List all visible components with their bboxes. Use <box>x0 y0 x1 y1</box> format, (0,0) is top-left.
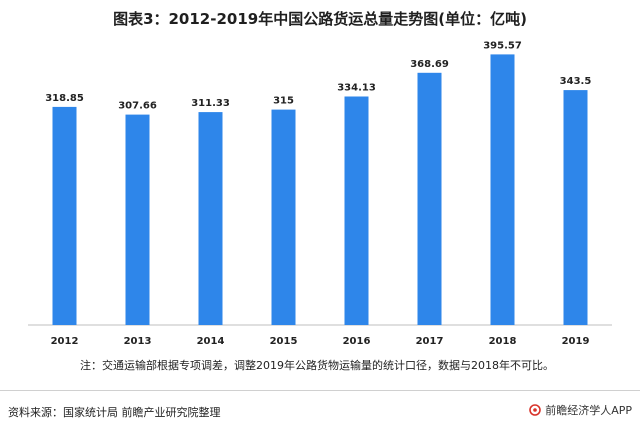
bar-2013 <box>125 114 150 325</box>
value-label-2012: 318.85 <box>45 93 84 104</box>
value-label-2017: 368.69 <box>410 59 449 70</box>
value-label-2016: 334.13 <box>337 83 376 94</box>
chart-title: 图表3：2012-2019年中国公路货运总量走势图(单位：亿吨) <box>113 10 527 28</box>
bar-2019 <box>563 90 588 325</box>
x-tick-2017: 2017 <box>416 336 444 347</box>
bar-2017 <box>417 72 442 325</box>
value-labels-group: 318.85 307.66 311.33 315 334.13 368.69 395.57 3… <box>45 40 591 111</box>
value-label-2015: 315 <box>273 96 294 107</box>
bar-2016 <box>344 96 369 325</box>
value-label-2018: 395.57 <box>483 40 522 51</box>
x-tick-2015: 2015 <box>270 336 298 347</box>
value-label-2014: 311.33 <box>191 98 230 109</box>
value-label-2019: 343.5 <box>560 76 592 87</box>
bar-2018 <box>490 54 515 326</box>
x-tick-2013: 2013 <box>124 336 152 347</box>
x-tick-labels-group: 2012 2013 2014 2015 2016 2017 2018 2019 <box>51 336 590 347</box>
bars-group <box>52 54 588 326</box>
footer-divider <box>0 390 640 391</box>
x-tick-2014: 2014 <box>197 336 225 347</box>
data-source: 资料来源：国家统计局 前瞻产业研究院整理 <box>8 406 221 419</box>
bar-2012 <box>52 106 77 326</box>
chart-note: 注：交通运输部根据专项调差，调整2019年公路货物运输量的统计口径，数据与201… <box>80 359 554 372</box>
brand-name: 前瞻经济学人APP <box>545 404 632 417</box>
x-tick-2012: 2012 <box>51 336 79 347</box>
x-tick-2018: 2018 <box>489 336 517 347</box>
x-tick-2016: 2016 <box>343 336 371 347</box>
value-label-2013: 307.66 <box>118 101 157 112</box>
x-tick-2019: 2019 <box>562 336 590 347</box>
bar-2014 <box>198 112 223 325</box>
brand-logo-icon <box>529 404 542 416</box>
bar-2015 <box>271 109 296 325</box>
brand-credit: 前瞻经济学人APP <box>529 402 632 418</box>
